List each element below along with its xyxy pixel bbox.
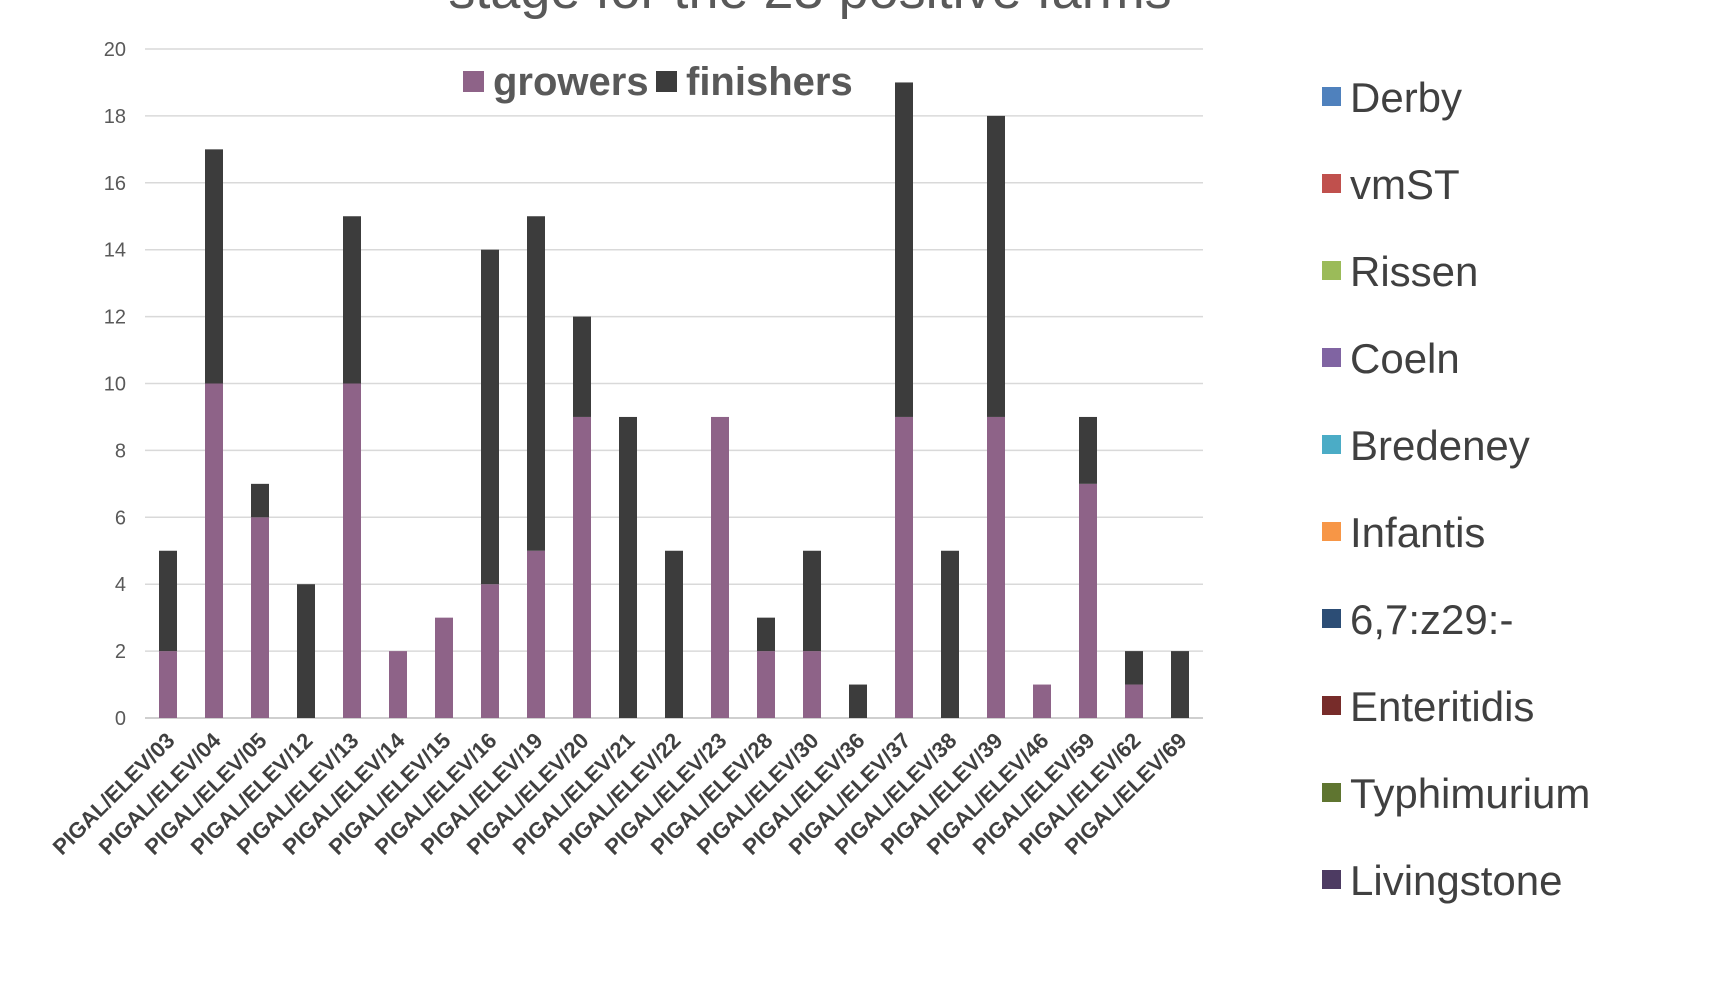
bar-growers	[1079, 483, 1097, 718]
bar-growers	[159, 651, 177, 718]
bar-finishers	[987, 115, 1005, 417]
side-legend-label: Livingstone	[1350, 857, 1562, 904]
side-legend-label: Coeln	[1350, 335, 1460, 382]
bar-finishers	[297, 584, 315, 718]
y-tick-label: 20	[104, 39, 126, 61]
side-legend-label: 6,7:z29:-	[1350, 596, 1513, 643]
bar-finishers	[619, 416, 637, 718]
side-legend-label: Enteritidis	[1350, 683, 1534, 730]
side-legend-swatch	[1322, 696, 1341, 715]
side-legend-label: Derby	[1350, 74, 1462, 121]
legend-swatch-growers	[463, 71, 484, 92]
side-legend-swatch	[1322, 609, 1341, 628]
x-axis: PIGAL/ELEV/03PIGAL/ELEV/04PIGAL/ELEV/05P…	[48, 727, 1192, 859]
bar-finishers	[941, 550, 959, 718]
side-legend-swatch	[1322, 522, 1341, 541]
side-legend-swatch	[1322, 87, 1341, 106]
y-tick-label: 16	[104, 173, 126, 195]
side-legend-label: vmST	[1350, 161, 1460, 208]
bar-finishers	[573, 316, 591, 417]
bar-growers	[527, 550, 545, 718]
bar-growers	[711, 416, 729, 718]
bar-growers	[803, 651, 821, 718]
chart-title: stage for the 23 positive farms	[448, 0, 1171, 20]
y-tick-label: 8	[115, 440, 126, 462]
y-tick-label: 0	[115, 708, 126, 730]
bar-finishers	[481, 249, 499, 585]
bar-finishers	[343, 216, 361, 384]
bar-growers	[895, 416, 913, 718]
y-axis: 0 2 4 6 8 10 12 14 16 18 20	[104, 39, 126, 730]
gridlines	[145, 48, 1203, 719]
side-legend-label: Rissen	[1350, 248, 1478, 295]
bar-growers	[205, 383, 223, 718]
y-tick-label: 4	[115, 574, 126, 596]
side-legend: Derby vmST Rissen Coeln Bredeney Infantis 6,7:…	[1322, 74, 1590, 904]
bar-growers	[343, 383, 361, 718]
side-legend-swatch	[1322, 348, 1341, 367]
bar-finishers	[895, 82, 913, 417]
side-legend-label: Typhimurium	[1350, 770, 1590, 817]
bar-finishers	[803, 550, 821, 652]
bar-growers	[1033, 684, 1051, 718]
side-legend-swatch	[1322, 174, 1341, 193]
bar-growers	[481, 584, 499, 718]
bar-finishers	[159, 550, 177, 652]
bar-finishers	[1079, 416, 1097, 484]
y-tick-label: 12	[104, 307, 126, 329]
y-tick-label: 6	[115, 507, 126, 529]
bar-finishers	[205, 149, 223, 384]
side-legend-label: Bredeney	[1350, 422, 1530, 469]
bars	[159, 82, 1189, 718]
bar-finishers	[527, 216, 545, 551]
bar-finishers	[1125, 651, 1143, 685]
side-legend-swatch	[1322, 261, 1341, 280]
bar-growers	[389, 651, 407, 718]
y-tick-label: 2	[115, 641, 126, 663]
side-legend-swatch	[1322, 435, 1341, 454]
legend: growers finishers	[463, 60, 853, 104]
bar-growers	[757, 651, 775, 718]
bar-growers	[435, 617, 453, 718]
bar-growers	[1125, 684, 1143, 718]
bar-growers	[573, 416, 591, 718]
bar-finishers	[757, 617, 775, 652]
side-legend-label: Infantis	[1350, 509, 1485, 556]
bar-growers	[987, 416, 1005, 718]
bar-finishers	[251, 483, 269, 518]
legend-label-finishers: finishers	[686, 60, 853, 104]
bar-finishers	[1171, 651, 1189, 718]
legend-label-growers: growers	[493, 60, 649, 104]
side-legend-swatch	[1322, 870, 1341, 889]
bar-finishers	[849, 684, 867, 718]
side-legend-swatch	[1322, 783, 1341, 802]
y-tick-label: 14	[104, 240, 126, 262]
legend-swatch-finishers	[656, 71, 677, 92]
y-tick-label: 18	[104, 106, 126, 128]
bar-finishers	[665, 550, 683, 718]
y-tick-label: 10	[104, 374, 126, 396]
bar-growers	[251, 517, 269, 718]
